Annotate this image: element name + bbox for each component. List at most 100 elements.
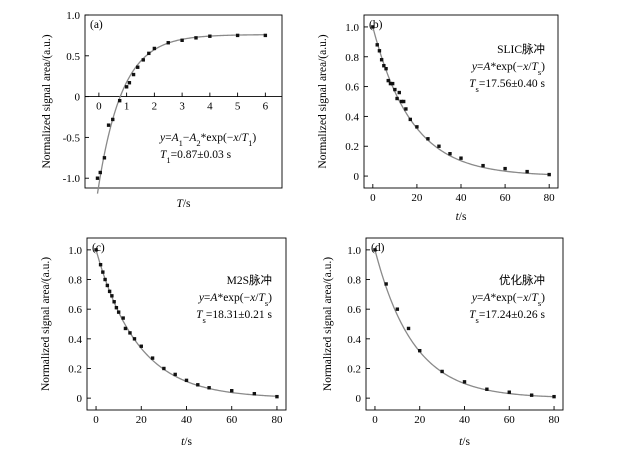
- data-point: [112, 300, 116, 304]
- data-point: [235, 33, 240, 38]
- data-point: [418, 348, 422, 353]
- data-point: [102, 156, 107, 160]
- y-tick-label: 1.0: [345, 22, 359, 34]
- data-point: [390, 81, 395, 86]
- data-point: [184, 378, 189, 383]
- y-tick-label: -1.0: [63, 173, 81, 185]
- data-point: [207, 386, 211, 390]
- data-point: [208, 34, 212, 38]
- fit-annotation: Ts=17.56±0.40 s: [469, 78, 545, 94]
- x-tick-label: 4: [207, 101, 213, 113]
- y-tick-label: 1.0: [347, 245, 361, 257]
- x-tick-label: 40: [181, 414, 193, 426]
- data-point: [114, 305, 119, 310]
- data-point: [437, 144, 441, 148]
- y-axis-label: Normalized signal area/(a.u.): [317, 34, 329, 168]
- data-point: [150, 356, 155, 360]
- data-point: [375, 43, 379, 47]
- fit-annotation: y=A*exp(−x/Ts): [471, 292, 545, 308]
- x-tick-label: 60: [226, 414, 238, 426]
- panel-label: (b): [369, 19, 383, 31]
- data-point: [384, 66, 388, 71]
- data-point: [128, 331, 132, 335]
- fit-annotation: M2S脉冲: [227, 273, 272, 287]
- data-point: [263, 33, 268, 38]
- data-point: [408, 117, 412, 122]
- x-axis-label: t/s: [456, 211, 467, 223]
- data-point: [95, 176, 100, 180]
- data-point: [485, 387, 489, 391]
- fit-annotation: Ts=17.24±0.26 s: [469, 309, 545, 325]
- data-point: [106, 123, 111, 127]
- x-tick-label: 20: [411, 192, 423, 204]
- x-tick-label: 0: [93, 414, 99, 426]
- x-tick-label: 2: [152, 101, 158, 113]
- x-tick-label: 80: [271, 414, 283, 426]
- x-tick-label: 0: [370, 192, 376, 204]
- fit-annotation: T1=0.87±0.03 s: [160, 149, 232, 165]
- data-point: [107, 289, 112, 294]
- fit-annotation: SLIC脉冲: [497, 42, 545, 56]
- y-tick-label: 0.4: [345, 111, 359, 123]
- data-point: [98, 262, 103, 267]
- y-axis-label: Normalized signal area/(a.u.): [41, 34, 53, 168]
- x-tick-label: 6: [263, 101, 269, 113]
- y-tick-label: 0.4: [68, 334, 82, 346]
- x-axis-label: T/s: [176, 198, 191, 210]
- plot-frame: [84, 14, 283, 189]
- fit-annotation: Ts=18.31±0.21 s: [196, 309, 272, 325]
- panel-d: 0 20 40 60 80 0 0.2 0.4 0.6 0.8 1.0 (d) t/s Normalize…: [322, 237, 564, 448]
- y-axis-label: Normalized signal area/(a.u.): [322, 257, 334, 391]
- x-tick-label: 1: [124, 101, 130, 113]
- y-tick-label: 0.2: [68, 363, 82, 375]
- y-tick-label: 0.2: [345, 141, 359, 153]
- y-axis-label: Normalized signal area/(a.u.): [40, 257, 52, 391]
- data-point: [121, 316, 125, 320]
- data-point: [373, 248, 377, 252]
- data-point: [103, 277, 107, 282]
- data-point: [117, 98, 122, 103]
- data-point: [379, 58, 384, 62]
- data-point: [111, 117, 115, 122]
- data-point: [397, 90, 401, 95]
- data-point: [124, 85, 129, 89]
- data-point: [547, 172, 551, 177]
- fit-annotation: y=A*exp(−x/Ts): [471, 61, 545, 77]
- y-tick-label: 0.6: [68, 304, 82, 316]
- y-tick-label: 0.8: [347, 275, 361, 287]
- data-point: [98, 170, 102, 175]
- data-point: [404, 107, 408, 111]
- panel-c: 0 20 40 60 80 0 0.2 0.4 0.6 0.8 1.0 (c) t/s Normalize…: [40, 237, 287, 448]
- x-tick-label: 0: [96, 101, 102, 113]
- fit-annotation: y=A*exp(−x/Ts): [198, 292, 272, 308]
- y-tick-label: 0.4: [347, 334, 361, 346]
- data-point: [196, 383, 200, 387]
- data-point: [481, 163, 485, 168]
- y-tick-label: 0.5: [66, 51, 80, 63]
- plot-frame: [86, 237, 287, 411]
- data-point: [426, 137, 430, 141]
- data-point: [162, 366, 166, 371]
- data-point: [395, 307, 400, 311]
- data-point: [393, 87, 397, 92]
- data-point: [382, 64, 386, 68]
- panel-label: (a): [90, 19, 103, 31]
- data-point: [525, 169, 529, 174]
- data-point: [552, 394, 556, 399]
- data-point: [166, 41, 170, 45]
- data-point: [386, 78, 390, 83]
- data-point: [377, 49, 382, 53]
- data-point: [152, 46, 157, 51]
- data-point: [194, 36, 198, 40]
- data-point: [371, 25, 375, 29]
- data-point: [139, 344, 143, 348]
- x-tick-label: 60: [500, 192, 512, 204]
- data-point: [116, 310, 121, 314]
- x-tick-label: 20: [414, 414, 426, 426]
- y-tick-label: 0: [77, 393, 83, 405]
- data-point: [401, 99, 406, 104]
- x-tick-label: 80: [549, 414, 561, 426]
- fit-curve: [374, 249, 555, 398]
- data-point: [503, 166, 507, 171]
